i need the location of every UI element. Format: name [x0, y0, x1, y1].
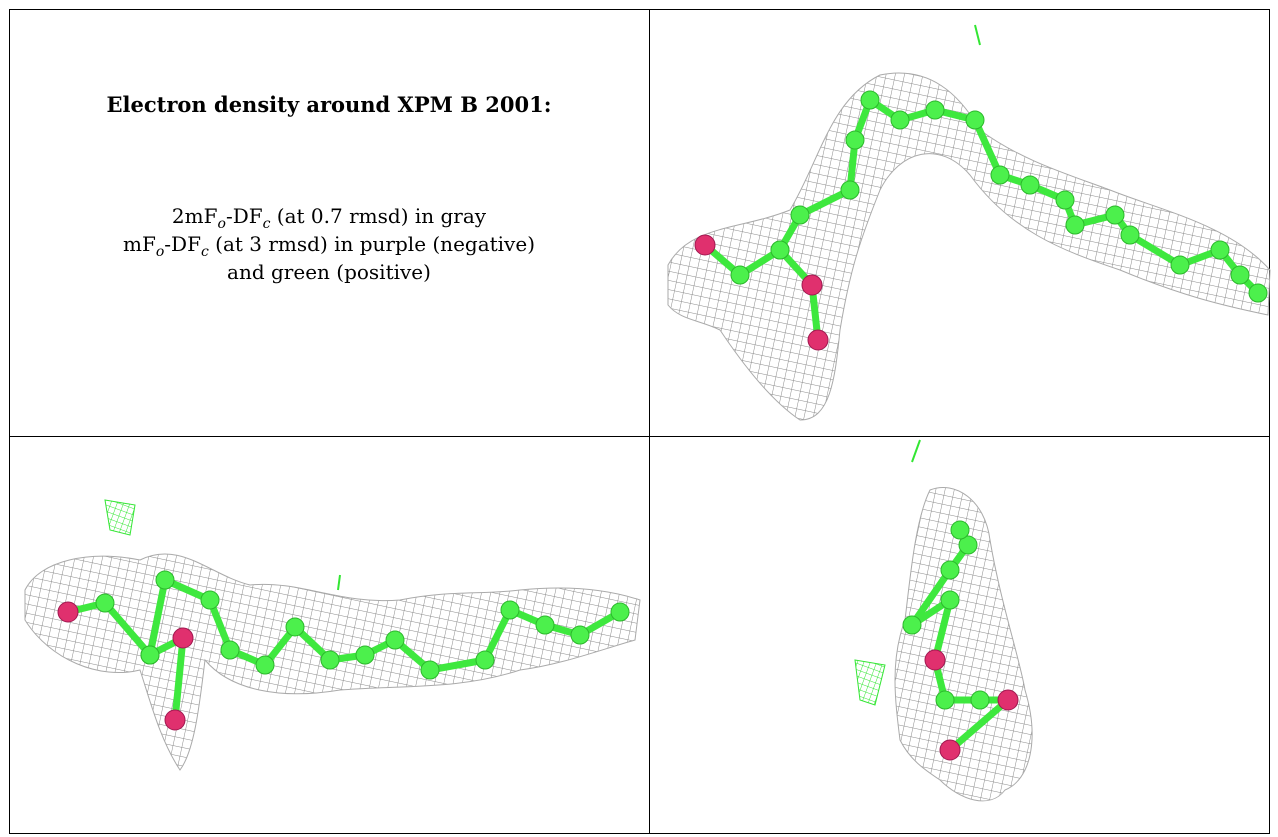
oxygen-atom	[925, 650, 945, 670]
oxygen-atom	[802, 275, 822, 295]
text: -DF	[164, 232, 201, 256]
carbon-atom	[141, 646, 159, 664]
oxygen-atom	[808, 330, 828, 350]
carbon-atom	[286, 618, 304, 636]
carbon-atom	[256, 656, 274, 674]
carbon-atom	[891, 111, 909, 129]
difference-mesh	[105, 500, 135, 535]
title: Electron density around XPM B 2001:	[9, 92, 649, 117]
carbon-atom	[201, 591, 219, 609]
carbon-atom	[571, 626, 589, 644]
carbon-atom	[1121, 226, 1139, 244]
carbon-atom	[476, 651, 494, 669]
carbon-atom	[941, 591, 959, 609]
oxygen-atom	[998, 690, 1018, 710]
carbon-atom	[156, 571, 174, 589]
carbon-atom	[936, 691, 954, 709]
carbon-atom	[791, 206, 809, 224]
carbon-atom	[1249, 284, 1267, 302]
carbon-atom	[1231, 266, 1249, 284]
oxygen-atom	[58, 602, 78, 622]
carbon-atom	[926, 101, 944, 119]
text: (at 3 rmsd) in purple (negative)	[209, 232, 535, 256]
difference-mesh	[855, 660, 885, 705]
text: mF	[123, 232, 156, 256]
carbon-atom	[1021, 176, 1039, 194]
oxygen-atom	[695, 235, 715, 255]
carbon-atom	[501, 601, 519, 619]
carbon-atom	[991, 166, 1009, 184]
carbon-atom	[841, 181, 859, 199]
legend: 2mFo-DFc (at 0.7 rmsd) in gray mFo-DFc (…	[9, 202, 649, 286]
legend-line: mFo-DFc (at 3 rmsd) in purple (negative)	[9, 230, 649, 258]
carbon-atom	[221, 641, 239, 659]
carbon-atom	[536, 616, 554, 634]
legend-line: and green (positive)	[9, 258, 649, 286]
subscript: c	[201, 244, 209, 260]
oxygen-atom	[165, 710, 185, 730]
text: and green (positive)	[227, 260, 431, 284]
carbon-atom	[356, 646, 374, 664]
carbon-atom	[971, 691, 989, 709]
carbon-atom	[1211, 241, 1229, 259]
legend-line: 2mFo-DFc (at 0.7 rmsd) in gray	[9, 202, 649, 230]
carbon-atom	[386, 631, 404, 649]
page: Electron density around XPM B 2001: 2mFo…	[0, 0, 1278, 837]
carbon-atom	[1056, 191, 1074, 209]
carbon-atom	[321, 651, 339, 669]
carbon-atom	[611, 603, 629, 621]
table-frame	[0, 0, 1278, 837]
text: 2mF	[172, 204, 218, 228]
carbon-atom	[96, 594, 114, 612]
oxygen-atom	[940, 740, 960, 760]
carbon-atom	[861, 91, 879, 109]
carbon-atom	[1171, 256, 1189, 274]
carbon-atom	[731, 266, 749, 284]
oxygen-atom	[173, 628, 193, 648]
carbon-atom	[771, 241, 789, 259]
text: -DF	[226, 204, 263, 228]
carbon-atom	[1066, 216, 1084, 234]
carbon-atom	[966, 111, 984, 129]
carbon-atom	[941, 561, 959, 579]
carbon-atom	[903, 616, 921, 634]
density-images	[25, 25, 1270, 801]
text: (at 0.7 rmsd) in gray	[270, 204, 486, 228]
carbon-atom	[846, 131, 864, 149]
carbon-atom	[951, 521, 969, 539]
carbon-atom	[1106, 206, 1124, 224]
carbon-atom	[421, 661, 439, 679]
